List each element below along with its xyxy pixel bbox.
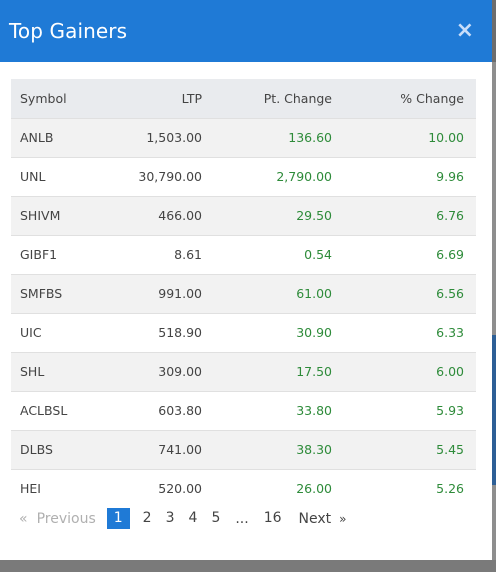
cell-symbol: SHIVM xyxy=(20,208,61,223)
close-icon[interactable]: × xyxy=(455,18,474,43)
table-row: ANLB 1,503.00 136.60 10.00 xyxy=(11,118,476,157)
cell-pct-change: 5.26 xyxy=(436,481,464,497)
next-page-button[interactable]: Next xyxy=(298,510,332,527)
cell-symbol: UNL xyxy=(20,169,46,184)
cell-symbol: UIC xyxy=(20,325,42,340)
cell-symbol: SMFBS xyxy=(20,286,63,301)
cell-symbol: ACLBSL xyxy=(20,403,68,418)
cell-symbol: SHL xyxy=(20,364,45,379)
cell-ltp: 603.80 xyxy=(158,403,202,418)
cell-symbol: DLBS xyxy=(20,442,53,457)
cell-pct-change: 10.00 xyxy=(428,130,464,145)
cell-pct-change: 6.33 xyxy=(436,325,464,340)
cell-ltp: 741.00 xyxy=(158,442,202,457)
cell-symbol: HEI xyxy=(20,481,41,497)
cell-ltp: 309.00 xyxy=(158,364,202,379)
cell-pt-change: 136.60 xyxy=(288,130,332,145)
cell-symbol: GIBF1 xyxy=(20,247,58,262)
pagination-ellipsis: ... xyxy=(235,510,249,527)
column-header-ltp: LTP xyxy=(181,90,202,106)
cell-pct-change: 9.96 xyxy=(436,169,464,184)
table-row: UIC 518.90 30.90 6.33 xyxy=(11,313,476,352)
table-row: HEI 520.00 26.00 5.26 xyxy=(11,469,476,508)
cell-pct-change: 6.69 xyxy=(436,247,464,262)
column-header-pct-change: % Change xyxy=(400,90,464,106)
cell-pct-change: 6.56 xyxy=(436,286,464,301)
backdrop-blue-edge xyxy=(492,335,496,485)
cell-pt-change: 38.30 xyxy=(296,442,332,457)
table-header-row: Symbol LTP Pt. Change % Change xyxy=(11,79,476,118)
table-body: ANLB 1,503.00 136.60 10.00 UNL 30,790.00… xyxy=(11,118,476,508)
table-row: DLBS 741.00 38.30 5.45 xyxy=(11,430,476,469)
cell-pct-change: 6.76 xyxy=(436,208,464,223)
backdrop-bottom-edge xyxy=(0,560,496,572)
cell-ltp: 466.00 xyxy=(158,208,202,223)
table-row: UNL 30,790.00 2,790.00 9.96 xyxy=(11,157,476,196)
cell-pt-change: 30.90 xyxy=(296,325,332,340)
next-arrow-icon[interactable]: » xyxy=(339,511,347,526)
table-row: GIBF1 8.61 0.54 6.69 xyxy=(11,235,476,274)
modal-header: Top Gainers × xyxy=(0,0,492,62)
cell-pt-change: 0.54 xyxy=(304,247,332,262)
cell-ltp: 30,790.00 xyxy=(138,169,202,184)
previous-arrow-icon: « xyxy=(19,510,28,527)
cell-ltp: 518.90 xyxy=(158,325,202,340)
cell-ltp: 991.00 xyxy=(158,286,202,301)
pagination: « Previous 1 2 3 4 5 ... 16 Next » xyxy=(19,508,347,529)
cell-pct-change: 6.00 xyxy=(436,364,464,379)
cell-pt-change: 33.80 xyxy=(296,403,332,418)
table-row: SMFBS 991.00 61.00 6.56 xyxy=(11,274,476,313)
column-header-symbol: Symbol xyxy=(20,90,67,106)
previous-page-button: Previous xyxy=(36,510,96,527)
cell-pt-change: 2,790.00 xyxy=(276,169,332,184)
cell-pct-change: 5.93 xyxy=(436,403,464,418)
cell-pt-change: 17.50 xyxy=(296,364,332,379)
cell-pt-change: 29.50 xyxy=(296,208,332,223)
page-button-3[interactable]: 3 xyxy=(165,510,175,526)
backdrop-right-edge xyxy=(492,62,496,572)
page-button-5[interactable]: 5 xyxy=(211,510,221,526)
cell-symbol: ANLB xyxy=(20,130,54,145)
cell-pt-change: 26.00 xyxy=(296,481,332,497)
page-button-2[interactable]: 2 xyxy=(142,510,152,526)
cell-ltp: 8.61 xyxy=(174,247,202,262)
table-row: SHIVM 466.00 29.50 6.76 xyxy=(11,196,476,235)
gainers-table-container: Symbol LTP Pt. Change % Change ANLB 1,50… xyxy=(11,79,476,508)
table-row: SHL 309.00 17.50 6.00 xyxy=(11,352,476,391)
table-row: ACLBSL 603.80 33.80 5.93 xyxy=(11,391,476,430)
cell-ltp: 520.00 xyxy=(158,481,202,497)
top-gainers-modal: Top Gainers × Symbol LTP Pt. Change % Ch… xyxy=(0,0,492,560)
cell-pct-change: 5.45 xyxy=(436,442,464,457)
column-header-pt-change: Pt. Change xyxy=(263,90,332,106)
page-button-16[interactable]: 16 xyxy=(263,510,282,526)
cell-pt-change: 61.00 xyxy=(296,286,332,301)
modal-title: Top Gainers xyxy=(9,19,128,43)
gainers-table: Symbol LTP Pt. Change % Change ANLB 1,50… xyxy=(11,79,476,508)
page-button-1[interactable]: 1 xyxy=(106,508,130,529)
cell-ltp: 1,503.00 xyxy=(146,130,202,145)
page-button-4[interactable]: 4 xyxy=(188,510,198,526)
